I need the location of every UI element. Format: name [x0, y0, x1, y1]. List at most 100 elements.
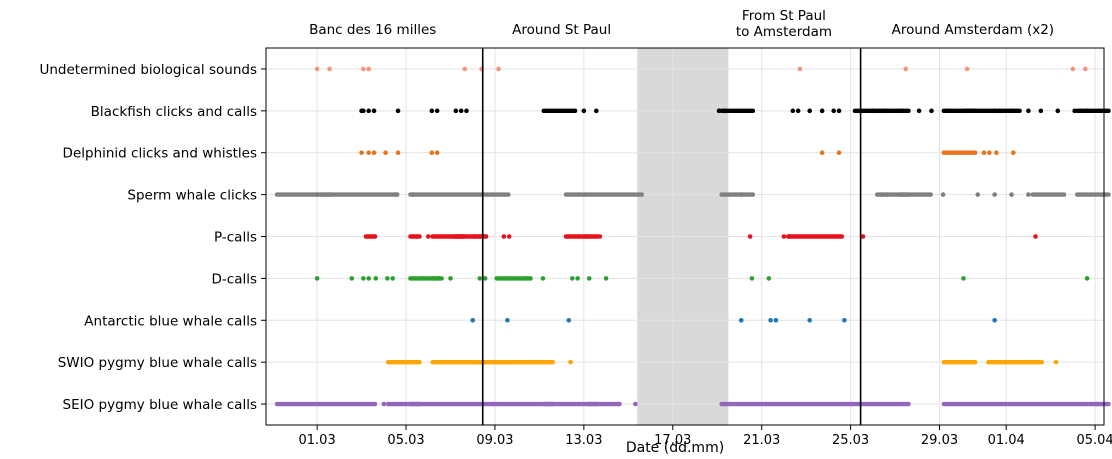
detection-point [523, 276, 529, 281]
detection-point [314, 276, 320, 281]
detection-point [566, 317, 572, 323]
detection-point [477, 234, 483, 239]
detection-segment [719, 192, 756, 197]
detection-point [429, 108, 435, 114]
detection-point [570, 276, 575, 281]
detection-segment [319, 192, 400, 197]
x-tick-label: 05.03 [387, 433, 424, 448]
detection-point [1070, 66, 1076, 72]
detection-point [359, 150, 364, 156]
section-label: Around Amsterdam (x2) [892, 22, 1054, 38]
marks-layer [274, 66, 1111, 407]
detection-point [992, 192, 997, 197]
detection-point [395, 150, 401, 156]
detection-segment [941, 359, 978, 365]
y-tick-label: SEIO pygmy blue whale calls [63, 397, 257, 413]
detection-segment [497, 359, 555, 365]
detection-point [981, 150, 987, 156]
detection-point [314, 192, 320, 197]
section-label: From St Paul to Amsterdam [736, 8, 832, 40]
detection-point [860, 234, 866, 239]
detection-point [964, 66, 970, 72]
series-1 [359, 108, 1111, 114]
detection-point [975, 192, 981, 197]
detection-segment [363, 234, 378, 239]
detection-point [506, 359, 512, 365]
detection-point [419, 276, 425, 281]
detection-point [997, 108, 1003, 114]
detection-point [807, 317, 812, 323]
detection-point [768, 317, 773, 323]
x-tick-label: 29.03 [921, 433, 958, 448]
detection-point [460, 234, 466, 239]
detection-point [1033, 234, 1038, 239]
detection-point [992, 317, 997, 323]
detection-segment [408, 401, 555, 407]
detection-point [773, 317, 779, 323]
detection-point [385, 276, 390, 281]
detection-point [361, 108, 366, 114]
detection-point [882, 108, 888, 114]
transition-layer [481, 48, 862, 425]
detection-point [929, 108, 934, 114]
detection-point [747, 234, 753, 239]
detection-point [1094, 401, 1100, 407]
detection-point [987, 150, 992, 156]
detection-point [575, 276, 580, 281]
detection-point [472, 234, 477, 239]
detection-point [916, 108, 922, 114]
section-label: Banc des 16 milles [309, 22, 436, 38]
detection-point [1083, 66, 1088, 72]
detection-segment [563, 234, 600, 239]
detection-point [361, 66, 366, 72]
detection-point [568, 359, 573, 365]
detection-point [1053, 359, 1059, 365]
series-5 [314, 276, 1090, 281]
x-tick-label: 25.03 [832, 433, 869, 448]
series-7 [386, 359, 1059, 365]
detection-point [581, 108, 587, 114]
detection-point [327, 66, 332, 72]
y-tick-label: D-calls [212, 271, 258, 287]
detection-point [433, 359, 438, 365]
section-label: Around St Paul [512, 22, 611, 38]
detection-point [383, 150, 388, 156]
section-label-line: to Amsterdam [736, 24, 832, 40]
detection-point [766, 276, 772, 281]
detection-point [314, 66, 320, 72]
x-tick-label: 01.03 [299, 433, 336, 448]
detection-point [997, 359, 1003, 365]
detection-point [361, 276, 366, 281]
detection-point [366, 150, 371, 156]
detection-point [458, 108, 464, 114]
detection-point [349, 276, 355, 281]
detection-point [501, 234, 507, 239]
detection-segment [852, 108, 911, 114]
detection-point [1084, 276, 1090, 281]
detection-point [472, 359, 477, 365]
detection-segment [1075, 108, 1111, 114]
detection-point [434, 150, 440, 156]
detection-point [425, 234, 431, 239]
detection-point [1026, 108, 1031, 114]
detection-point [366, 66, 371, 72]
series-2 [359, 150, 1016, 156]
detection-segment [719, 401, 911, 407]
series-8 [274, 401, 1111, 407]
detection-point [448, 276, 453, 281]
detection-point [371, 150, 377, 156]
y-tick-label: SWIO pygmy blue whale calls [58, 355, 257, 371]
detection-point [946, 108, 951, 114]
detection-point [462, 66, 468, 72]
detection-point [477, 276, 483, 281]
detection-point [464, 108, 469, 114]
y-tick-label: Sperm whale clicks [127, 188, 257, 204]
detection-point [842, 317, 847, 323]
detection-segment [541, 401, 600, 407]
detection-point [879, 192, 885, 197]
x-tick-label: 01.04 [988, 433, 1025, 448]
detection-point [393, 192, 399, 197]
detection-point [1084, 108, 1090, 114]
